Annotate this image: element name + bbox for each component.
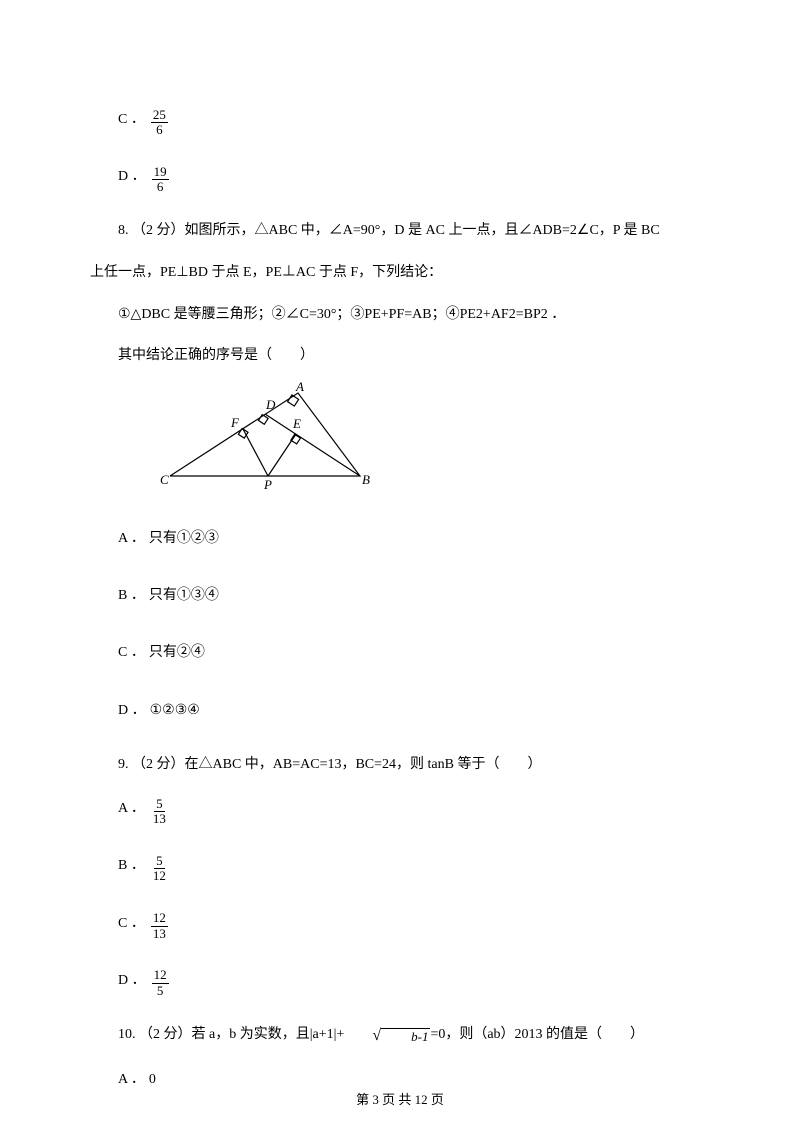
option-label: D ．	[118, 157, 146, 196]
q8-option-b: B ． 只有①③④	[118, 576, 710, 615]
fraction-denominator: 13	[151, 927, 168, 941]
triangle-diagram-icon: A B C D E F P	[160, 381, 380, 491]
fraction-numerator: 25	[151, 108, 168, 123]
option-label: D ．	[118, 961, 146, 1000]
q9-lead: 9. （2 分）在△ABC 中，AB=AC=13，BC=24，则 tanB 等于…	[90, 748, 710, 782]
option-label: C ．	[118, 904, 145, 943]
fraction-denominator: 13	[151, 812, 168, 826]
q7-option-d: D ． 19 6	[118, 157, 710, 196]
option-label: B ．	[118, 846, 145, 885]
fraction-numerator: 5	[154, 854, 165, 869]
fraction-numerator: 12	[151, 911, 168, 926]
option-text: 只有①②③	[149, 519, 219, 558]
option-label: A ．	[118, 789, 145, 828]
vertex-p-label: P	[263, 477, 272, 491]
q9-option-b: B ． 5 12	[118, 846, 710, 885]
option-label: A ．	[118, 519, 145, 558]
fraction-icon: 12 13	[151, 911, 168, 941]
fraction-numerator: 5	[154, 797, 165, 812]
q8-claims: ①△DBC 是等腰三角形；②∠C=30°；③PE+PF=AB；④PE2+AF2=…	[90, 298, 710, 332]
option-label: C ．	[118, 633, 145, 672]
option-text: ①②③④	[150, 691, 200, 730]
q8-lead-line2: 上任一点，PE⊥BD 于点 E，PE⊥AC 于点 F，下列结论：	[90, 256, 710, 290]
page-footer: 第 3 页 共 12 页	[0, 1089, 800, 1108]
vertex-c-label: C	[160, 472, 169, 487]
fraction-icon: 5 13	[151, 797, 168, 827]
option-text: 只有①③④	[149, 576, 219, 615]
sqrt-body: b-1	[381, 1028, 430, 1045]
option-text: 只有②④	[149, 633, 205, 672]
fraction-icon: 25 6	[151, 108, 168, 138]
fraction-denominator: 12	[151, 869, 168, 883]
exam-content: C ． 25 6 D ． 19 6 8. （2 分）如图所示，△ABC 中，∠A…	[0, 0, 800, 1099]
q10-lead: 10. （2 分）若 a，b 为实数，且|a+1|+√b-1=0，则（ab）20…	[90, 1018, 710, 1052]
q8-lead-line1: 8. （2 分）如图所示，△ABC 中，∠A=90°，D 是 AC 上一点，且∠…	[90, 214, 710, 248]
fraction-icon: 19 6	[152, 165, 169, 195]
radical-sign-icon: √	[344, 1028, 381, 1044]
q8-option-a: A ． 只有①②③	[118, 519, 710, 558]
option-label: B ．	[118, 576, 145, 615]
fraction-denominator: 5	[155, 984, 166, 998]
option-label: D ．	[118, 691, 146, 730]
fraction-denominator: 6	[154, 123, 165, 137]
q8-ask: 其中结论正确的序号是（ ）	[90, 339, 710, 373]
vertex-b-label: B	[362, 472, 370, 487]
q10-lead-after: =0，则（ab）2013 的值是（ ）	[430, 1027, 644, 1042]
q8-option-c: C ． 只有②④	[118, 633, 710, 672]
q7-option-c: C ． 25 6	[118, 100, 710, 139]
vertex-d-label: D	[265, 397, 276, 412]
q9-option-d: D ． 12 5	[118, 961, 710, 1000]
fraction-numerator: 12	[152, 968, 169, 983]
vertex-f-label: F	[230, 415, 240, 430]
q8-option-d: D ． ①②③④	[118, 691, 710, 730]
fraction-denominator: 6	[155, 180, 166, 194]
q9-option-a: A ． 5 13	[118, 789, 710, 828]
fraction-numerator: 19	[152, 165, 169, 180]
vertex-e-label: E	[292, 416, 301, 431]
q10-lead-before: 10. （2 分）若 a，b 为实数，且|a+1|+	[118, 1027, 344, 1042]
q8-figure: A B C D E F P	[160, 381, 710, 507]
fraction-icon: 5 12	[151, 854, 168, 884]
fraction-icon: 12 5	[152, 968, 169, 998]
q9-option-c: C ． 12 13	[118, 904, 710, 943]
sqrt-icon: √b-1	[344, 1028, 430, 1045]
vertex-a-label: A	[295, 381, 304, 394]
option-label: C ．	[118, 100, 145, 139]
